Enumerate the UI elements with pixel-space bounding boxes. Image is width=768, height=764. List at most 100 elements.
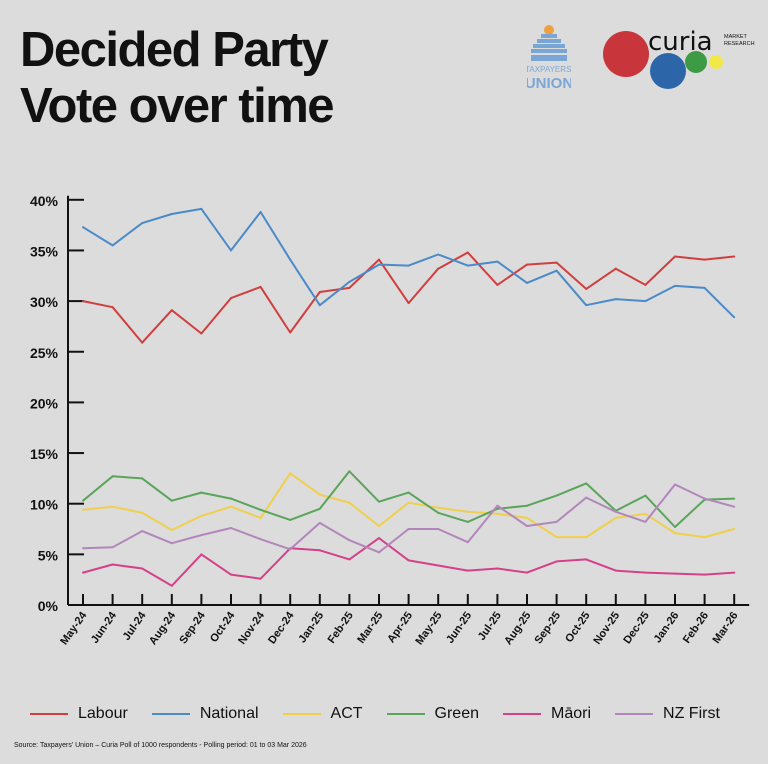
data-point-nz-first <box>526 524 528 527</box>
legend-label: Labour <box>78 705 128 722</box>
line-chart: 0%5%10%15%20%25%30%35%40%May-24 Jun-24 Jul… <box>30 193 750 647</box>
x-tick-label: Jan-26 <box>652 610 682 645</box>
data-point-labour <box>644 283 647 286</box>
data-point-act <box>289 472 292 475</box>
data-point-green <box>82 499 84 502</box>
data-point-national <box>466 264 469 267</box>
data-point-national <box>318 304 321 307</box>
y-tick-label: 35% <box>30 243 59 259</box>
data-point-nz-first <box>289 548 292 551</box>
data-point-green <box>674 525 676 528</box>
data-point-nz-first <box>318 521 321 524</box>
data-point-national <box>674 284 676 287</box>
data-point-labour <box>674 255 676 258</box>
x-tick-label: Apr-25 <box>385 610 415 645</box>
legend-item: Māori <box>503 705 591 723</box>
data-point-national <box>585 304 588 307</box>
data-point-labour <box>170 309 173 312</box>
data-point-nz-first <box>674 483 676 486</box>
y-tick-label: 30% <box>30 294 59 310</box>
data-point-green <box>230 497 232 500</box>
data-point-nz-first <box>82 547 84 550</box>
data-point-act <box>111 505 114 508</box>
legend-item: ACT <box>282 705 363 723</box>
legend-label: NZ First <box>663 705 720 722</box>
data-point-nz-first <box>466 541 469 544</box>
data-point-māori <box>378 537 380 540</box>
chart-title: Decided Party Vote over time <box>20 22 335 134</box>
data-point-national <box>378 263 380 266</box>
y-tick-label: 20% <box>30 395 59 411</box>
data-point-act <box>437 506 440 509</box>
data-point-māori <box>407 559 410 562</box>
legend-item: NZ First <box>615 705 720 723</box>
x-tick-label: Oct-24 <box>208 609 238 645</box>
x-tick-label: Sep-25 <box>533 610 564 646</box>
y-tick-label: 0% <box>38 598 59 614</box>
data-point-act <box>407 501 410 504</box>
legend-swatch <box>282 713 321 715</box>
data-point-act <box>378 524 380 527</box>
data-point-labour <box>378 258 380 261</box>
data-point-māori <box>644 571 647 574</box>
legend-swatch <box>615 713 654 715</box>
data-point-national <box>644 300 647 303</box>
data-point-green <box>466 520 469 523</box>
data-point-act <box>466 510 469 513</box>
data-point-labour <box>614 267 617 270</box>
data-point-act <box>496 512 499 515</box>
taxpayers-union-logo: TAXPAYERS' UNION <box>527 25 571 92</box>
x-tick-label: Nov-25 <box>591 610 622 647</box>
data-point-labour <box>111 306 114 309</box>
data-point-green <box>348 470 351 473</box>
series-line-national <box>82 207 735 319</box>
data-point-green <box>378 500 380 503</box>
data-point-national <box>230 249 232 252</box>
series-line-nz-first <box>82 483 735 554</box>
data-point-act <box>585 536 588 539</box>
legend-label: Māori <box>551 705 592 722</box>
data-point-nz-first <box>378 551 380 554</box>
data-point-national <box>141 222 144 225</box>
y-tick-label: 40% <box>30 193 59 209</box>
series-line-act <box>82 472 735 539</box>
data-point-labour <box>259 285 262 288</box>
data-point-national <box>200 207 203 210</box>
data-point-national <box>348 280 351 283</box>
data-point-nz-first <box>141 530 144 533</box>
x-tick-label: Dec-25 <box>621 610 652 646</box>
data-point-nz-first <box>555 520 558 523</box>
data-point-nz-first <box>407 528 410 531</box>
data-point-nz-first <box>585 496 588 499</box>
title-line-1: Decided Party <box>20 23 329 77</box>
data-point-māori <box>585 558 588 561</box>
data-point-national <box>259 210 262 213</box>
data-point-national <box>526 281 528 284</box>
data-point-national <box>82 226 84 229</box>
data-point-nz-first <box>644 520 647 523</box>
data-point-māori <box>555 560 558 563</box>
data-point-act <box>614 516 617 519</box>
x-tick-label: Nov-24 <box>236 609 267 647</box>
data-point-māori <box>526 571 528 574</box>
data-point-green <box>111 475 114 478</box>
data-point-green <box>733 497 736 500</box>
title-line-2: Vote over time <box>20 79 335 133</box>
legend-item: National <box>151 705 259 723</box>
data-point-green <box>318 507 321 510</box>
data-point-labour <box>555 261 558 264</box>
data-point-green <box>259 508 262 511</box>
data-point-act <box>733 528 736 531</box>
data-point-māori <box>437 564 440 567</box>
data-point-national <box>437 253 440 256</box>
svg-text:curia: curia <box>648 27 713 57</box>
data-point-māori <box>614 569 617 572</box>
data-point-nz-first <box>614 510 617 513</box>
legend-item: Green <box>386 705 479 723</box>
data-point-labour <box>141 341 144 344</box>
svg-text:UNION: UNION <box>527 75 571 92</box>
legend-label: ACT <box>330 705 363 722</box>
x-tick-label: Feb-25 <box>326 610 356 646</box>
data-point-green <box>289 518 292 521</box>
data-point-labour <box>437 267 440 270</box>
